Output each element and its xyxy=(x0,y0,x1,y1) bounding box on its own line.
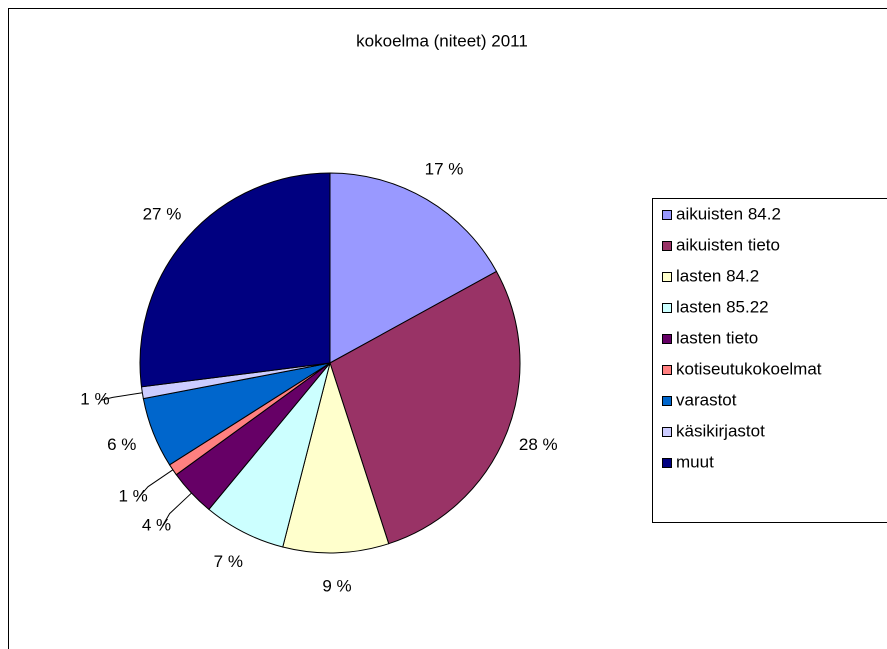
data-label: 27 % xyxy=(143,204,182,223)
pie-slice xyxy=(329,270,521,545)
pie-slice xyxy=(139,172,331,388)
pie-slice xyxy=(282,361,390,554)
leader-line xyxy=(162,492,192,527)
legend xyxy=(652,198,887,523)
legend-label: lasten 84.2 xyxy=(676,266,759,285)
data-label: 9 % xyxy=(322,576,351,595)
legend-swatch xyxy=(662,334,672,344)
legend-label: muut xyxy=(676,452,714,471)
pie-slice xyxy=(329,172,498,364)
legend-label: lasten tieto xyxy=(676,328,758,347)
legend-label: käsikirjastot xyxy=(676,421,765,440)
legend-label: varastot xyxy=(676,390,737,409)
legend-swatch xyxy=(662,396,672,406)
data-label: 1 % xyxy=(119,486,148,505)
legend-swatch xyxy=(662,303,672,313)
legend-swatch xyxy=(662,365,672,375)
legend-label: kotiseutukokoelmat xyxy=(676,359,822,378)
leader-line xyxy=(138,469,174,498)
legend-swatch xyxy=(662,427,672,437)
leader-line xyxy=(100,392,143,401)
data-label: 28 % xyxy=(519,435,558,454)
data-label: 17 % xyxy=(425,160,464,179)
legend-swatch xyxy=(662,241,672,251)
legend-swatch xyxy=(662,458,672,468)
legend-swatch xyxy=(662,210,672,220)
chart-title: kokoelma (niteet) 2011 xyxy=(356,31,528,50)
legend-swatch xyxy=(662,272,672,282)
data-label: 4 % xyxy=(142,515,171,534)
legend-label: aikuisten tieto xyxy=(676,235,780,254)
data-label: 7 % xyxy=(214,552,243,571)
legend-label: aikuisten 84.2 xyxy=(676,204,781,223)
legend-label: lasten 85.22 xyxy=(676,297,769,316)
data-label: 6 % xyxy=(107,435,136,454)
data-label: 1 % xyxy=(80,390,109,409)
